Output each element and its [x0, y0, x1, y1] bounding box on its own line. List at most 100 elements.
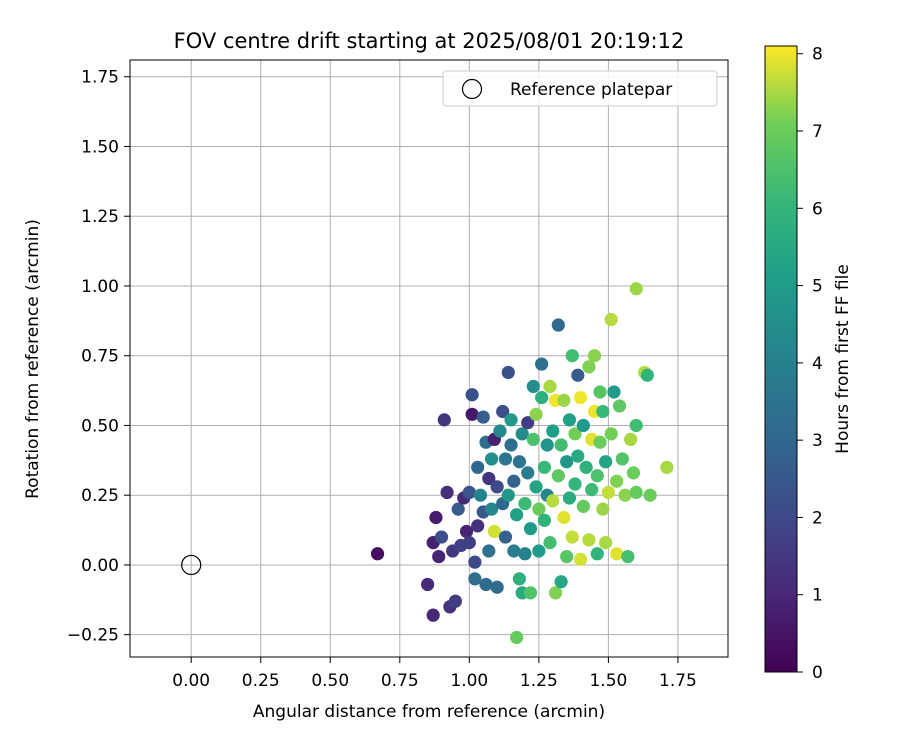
data-point	[557, 510, 571, 525]
data-point	[604, 312, 618, 327]
colorbar-tick-label: 1	[812, 586, 823, 606]
y-tick-label: 0.50	[81, 416, 119, 436]
data-point	[582, 360, 596, 374]
data-point	[535, 390, 549, 405]
data-point	[451, 502, 465, 516]
data-point	[610, 547, 624, 561]
legend: Reference platepar	[442, 70, 718, 107]
legend-frame	[442, 70, 718, 107]
data-point	[532, 502, 546, 516]
data-point	[660, 460, 674, 474]
colorbar-ticks: 0 1 2 3 4 5 6 7 8	[797, 45, 823, 683]
y-tick-label: 0.75	[81, 347, 119, 367]
y-tick-label: 1.00	[81, 277, 119, 297]
y-tick-label: 1.25	[81, 207, 119, 227]
data-point	[529, 407, 543, 421]
colorbar-tick-label: 6	[812, 199, 823, 219]
data-point	[440, 485, 454, 500]
data-point	[593, 435, 607, 449]
x-tick-label: 0.00	[172, 671, 210, 691]
plot-frame	[129, 59, 729, 658]
data-point	[426, 608, 440, 622]
data-point	[498, 452, 513, 466]
colorbar-gradient	[764, 45, 798, 673]
y-tick-label: 1.75	[81, 68, 119, 88]
x-axis-label: Angular distance from reference (arcmin)	[253, 702, 605, 722]
data-point	[540, 438, 554, 452]
colorbar-tick-label: 7	[812, 122, 823, 142]
colorbar-tick-label: 5	[812, 277, 823, 297]
data-point	[496, 404, 510, 419]
data-point	[482, 471, 496, 486]
data-point	[462, 485, 476, 500]
data-point	[551, 318, 565, 332]
data-point	[571, 449, 585, 463]
data-point	[587, 349, 602, 363]
data-point	[615, 452, 629, 466]
y-tick-label: −0.25	[67, 626, 119, 646]
data-point	[601, 485, 616, 500]
data-point	[465, 388, 479, 402]
colorbar-tick-label: 8	[812, 45, 823, 65]
data-point	[504, 438, 518, 452]
data-point	[579, 460, 593, 474]
data-point	[640, 368, 654, 382]
data-point	[568, 477, 582, 491]
data-point	[490, 480, 504, 494]
data-point	[532, 544, 546, 558]
data-point	[465, 407, 479, 421]
data-point	[518, 496, 532, 511]
data-point	[604, 427, 618, 441]
legend-entry: Reference platepar	[510, 80, 672, 100]
data-point	[523, 522, 538, 536]
data-point	[554, 575, 568, 589]
chart-title: FOV centre drift starting at 2025/08/01 …	[174, 29, 685, 53]
data-point	[484, 452, 499, 466]
data-point	[523, 586, 538, 600]
data-point	[482, 544, 496, 558]
data-point	[585, 483, 599, 497]
data-point	[529, 480, 543, 494]
data-point	[462, 536, 476, 550]
data-point	[557, 393, 571, 407]
data-point	[596, 502, 610, 516]
data-point	[546, 424, 560, 438]
data-point	[510, 630, 524, 645]
data-point	[554, 438, 568, 452]
data-points	[370, 282, 674, 645]
data-point	[621, 549, 635, 564]
data-point	[493, 424, 507, 438]
data-point	[618, 488, 632, 502]
data-point	[560, 455, 574, 469]
data-point	[610, 474, 624, 488]
data-point	[629, 282, 643, 296]
data-point	[626, 466, 641, 480]
data-point	[510, 508, 524, 522]
data-point	[596, 404, 610, 419]
reference-marker-group	[181, 554, 202, 576]
data-point	[459, 524, 474, 539]
data-point	[484, 502, 499, 516]
data-point	[479, 577, 493, 592]
x-tick-label: 1.25	[520, 671, 558, 691]
data-point	[434, 530, 449, 544]
data-point	[501, 365, 515, 380]
data-point	[599, 455, 613, 469]
data-point	[476, 410, 490, 424]
data-point	[546, 494, 560, 508]
y-axis-label: Rotation from reference (arcmin)	[23, 219, 43, 499]
data-point	[571, 368, 585, 382]
data-point	[607, 385, 621, 399]
data-point	[582, 533, 596, 547]
data-point	[593, 385, 607, 399]
data-point	[518, 547, 532, 561]
y-axis-ticks: −0.25 0.00 0.25 0.50 0.75 1.00 1.25 1.50 1.75	[67, 68, 130, 646]
data-point	[590, 547, 604, 561]
colorbar-tick-label: 3	[812, 431, 823, 451]
x-tick-label: 1.75	[659, 671, 697, 691]
data-point	[526, 432, 540, 447]
x-tick-label: 0.75	[381, 671, 419, 691]
y-tick-label: 0.00	[81, 556, 119, 576]
data-point	[521, 416, 535, 430]
y-tick-label: 1.50	[81, 137, 119, 157]
